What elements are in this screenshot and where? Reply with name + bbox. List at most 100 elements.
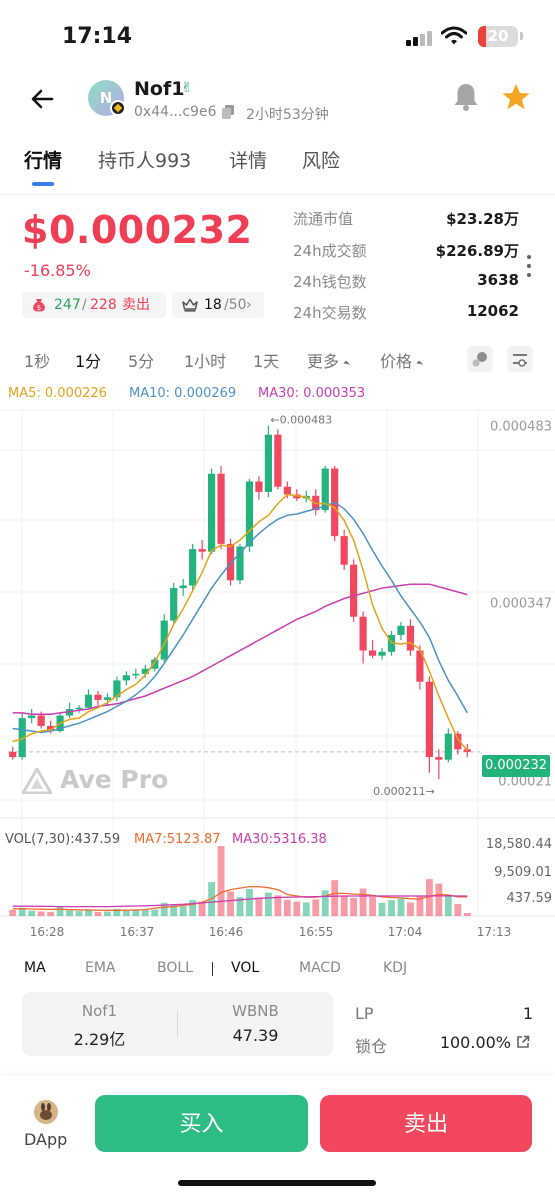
token-name: Nof1: [134, 78, 185, 100]
indicator-kdj[interactable]: KDJ: [383, 960, 408, 976]
tab-details[interactable]: 详情: [229, 150, 268, 172]
interval-1h[interactable]: 1小时: [184, 352, 227, 371]
indicator-macd[interactable]: MACD: [299, 960, 341, 976]
volume-bar: [37, 911, 45, 916]
low-price-marker: 0.000211→: [373, 785, 435, 798]
candle-body: [151, 659, 159, 669]
ma5-line: [12, 493, 468, 752]
candle-body: [274, 434, 282, 487]
dapp-label[interactable]: DApp: [24, 1130, 68, 1149]
volume-bar: [113, 908, 121, 916]
sell-button[interactable]: 卖出: [320, 1095, 532, 1152]
candle-body: [103, 697, 112, 700]
buy-count: 247: [54, 297, 81, 313]
candle-body: [75, 707, 83, 710]
bubbles-icon: [472, 352, 487, 367]
candle-body: [368, 650, 377, 656]
stat-value-volume: $226.89万: [435, 242, 519, 260]
interval-1m[interactable]: 1分: [75, 352, 102, 371]
candle-body: [113, 680, 121, 698]
candle-body: [340, 536, 348, 565]
interval-1s[interactable]: 1秒: [24, 352, 51, 371]
token-avatar: N: [88, 80, 124, 116]
volume-bar: [170, 904, 178, 916]
indicator-ma[interactable]: MA: [24, 960, 46, 976]
chart-settings-button[interactable]: [507, 346, 533, 372]
copy-icon[interactable]: [222, 105, 234, 119]
interval-more-dropdown[interactable]: 更多: [307, 348, 351, 372]
external-link-icon[interactable]: [516, 1035, 530, 1049]
tab-holders[interactable]: 持币人993: [98, 150, 192, 172]
candle-body: [37, 715, 45, 726]
candle-body: [321, 468, 329, 511]
volume-bar: [350, 897, 358, 916]
candle-body: [264, 434, 273, 492]
candle-body: [198, 549, 206, 552]
volume-bar: [189, 900, 197, 916]
volume-bar: [122, 910, 130, 916]
battery-icon: 20: [478, 26, 518, 47]
candle-body: [425, 681, 433, 758]
volume-bar: [397, 898, 405, 916]
price-change: -16.85%: [24, 261, 91, 280]
wifi-icon: [441, 26, 467, 45]
rank-badge[interactable]: 18 /50 ›: [172, 292, 264, 318]
tab-risk[interactable]: 风险: [302, 150, 341, 172]
rank-current: 18: [204, 297, 222, 313]
volume-bar: [255, 897, 263, 916]
volume-bar: [378, 902, 386, 916]
buy-button[interactable]: 买入: [95, 1095, 308, 1152]
volume-bar: [407, 902, 414, 916]
count-separator: /: [82, 297, 87, 313]
candle-body: [236, 546, 244, 581]
token-address[interactable]: 0x44...c9e6: [134, 104, 217, 120]
candle-body: [179, 585, 187, 589]
volume-bar: [9, 909, 17, 916]
ma-lines: [12, 493, 468, 752]
ma10-line: [12, 501, 468, 734]
interval-1d[interactable]: 1天: [253, 352, 280, 371]
volume-bar: [283, 899, 291, 916]
home-indicator: [178, 1180, 376, 1186]
interval-5m[interactable]: 5分: [128, 352, 155, 371]
stat-label-wallets: 24h钱包数: [293, 273, 367, 291]
tab-market[interactable]: 行情: [24, 150, 63, 172]
x-tick-label-3: 16:55: [299, 925, 334, 939]
settings-sliders-icon: [513, 354, 527, 367]
indicator-ema[interactable]: EMA: [85, 960, 116, 976]
dropdown-caret-icon: [343, 360, 351, 368]
indicator-boll[interactable]: BOLL: [157, 960, 193, 976]
indicator-tool-button[interactable]: [467, 346, 493, 372]
more-options-icon[interactable]: [526, 255, 532, 279]
back-arrow-icon[interactable]: [28, 84, 58, 114]
candle-body: [94, 694, 102, 700]
volume-bar: [217, 846, 225, 916]
status-time: 17:14: [62, 24, 133, 49]
vol-tick-label-1: 9,509.01: [494, 865, 552, 880]
lock-value: 100.00%: [439, 1033, 511, 1052]
volume-bar: [321, 890, 329, 916]
vol-ma30-legend: MA30:5316.38: [232, 832, 327, 847]
bell-icon[interactable]: [452, 82, 480, 112]
price-mode-dropdown[interactable]: 价格: [380, 348, 424, 372]
liquidity-pool-card: Nof1 2.29亿 WBNB 47.39: [22, 992, 333, 1056]
candle-body: [47, 725, 55, 732]
chain-badge-icon: [110, 100, 126, 116]
volume-bar: [264, 892, 272, 916]
indicator-vol[interactable]: VOL: [231, 960, 260, 976]
candle-body: [170, 588, 178, 621]
x-tick-label-0: 16:28: [30, 925, 65, 939]
candlestick-chart[interactable]: 0.000483 0.000347 0.00021 18,580.44 9,509.01…: [0, 380, 555, 950]
vol-ma30-line: [12, 895, 468, 908]
token-age: 2小时53分钟: [246, 107, 329, 123]
volume-bar: [340, 896, 348, 916]
candle-body: [132, 673, 140, 676]
star-icon[interactable]: [501, 82, 531, 112]
candle-body: [18, 718, 26, 758]
dapp-bunny-icon[interactable]: [34, 1100, 58, 1124]
volume-bar: [444, 895, 452, 916]
stat-value-wallets: 3638: [477, 271, 519, 289]
volume-bar: [104, 911, 111, 916]
buy-sell-counter[interactable]: $ 247 / 228 卖出: [22, 292, 166, 318]
candle-body: [359, 616, 367, 651]
